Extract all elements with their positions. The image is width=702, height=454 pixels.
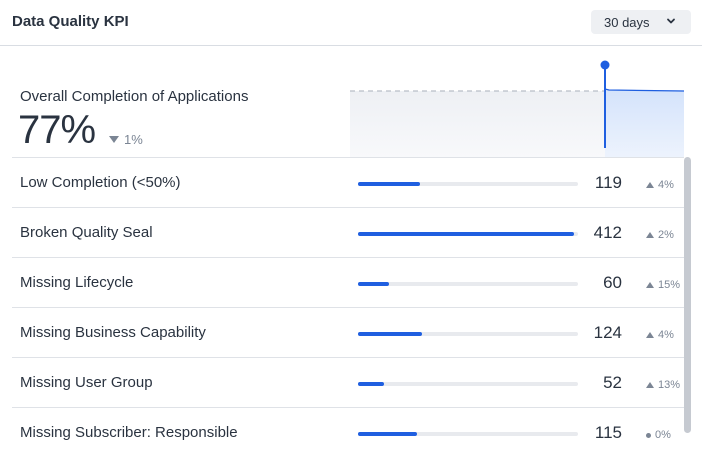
kpi-change-value: 2% — [658, 229, 674, 241]
kpi-label: Broken Quality Seal — [20, 224, 153, 241]
kpi-label: Missing User Group — [20, 374, 153, 391]
kpi-change-value: 15% — [658, 279, 681, 291]
triangle-up-icon — [646, 182, 654, 188]
kpi-progress-fill — [358, 232, 574, 236]
kpi-value: 60 — [603, 273, 622, 292]
kpi-progress-track — [358, 432, 578, 436]
kpi-change-value: 4% — [658, 179, 674, 191]
kpi-change-value: 0% — [655, 429, 671, 441]
kpi-change: 4% — [646, 329, 674, 341]
kpi-label: Missing Lifecycle — [20, 274, 134, 291]
overall-change: 1% — [109, 132, 143, 147]
triangle-down-icon — [109, 136, 119, 143]
kpi-progress-track — [358, 332, 578, 336]
triangle-up-icon — [646, 382, 654, 388]
kpi-list: Low Completion (<50%) 119 4% Broken Qual… — [12, 157, 684, 454]
kpi-label: Missing Subscriber: Responsible — [20, 424, 238, 441]
sparkline-recent-area — [605, 89, 684, 158]
overall-change-value: 1% — [124, 132, 143, 147]
kpi-change-value: 13% — [658, 379, 681, 391]
kpi-change: 2% — [646, 229, 674, 241]
list-scrollbar[interactable] — [684, 157, 691, 433]
kpi-progress-fill — [358, 282, 389, 286]
trend-sparkline[interactable] — [350, 58, 684, 158]
kpi-value: 52 — [603, 373, 622, 392]
kpi-label: Low Completion (<50%) — [20, 174, 181, 191]
kpi-change-value: 4% — [658, 329, 674, 341]
kpi-progress-fill — [358, 432, 418, 436]
kpi-progress-track — [358, 232, 578, 236]
sparkline-history-area — [350, 91, 605, 158]
kpi-row[interactable]: Missing User Group 52 13% — [12, 357, 684, 407]
triangle-up-icon — [646, 332, 654, 338]
kpi-row[interactable]: Missing Subscriber: Responsible 115 0% — [12, 407, 684, 454]
kpi-change: 15% — [646, 279, 680, 291]
kpi-value: 115 — [594, 423, 622, 442]
kpi-label: Missing Business Capability — [20, 324, 206, 341]
kpi-value: 124 — [593, 323, 622, 342]
time-range-value: 30 days — [604, 14, 650, 30]
neutral-dot-icon — [646, 432, 651, 438]
overall-value: 77% — [18, 108, 96, 152]
widget-header: Data Quality KPI 30 days — [0, 0, 702, 46]
time-range-select[interactable]: 30 days — [591, 10, 691, 34]
kpi-progress-fill — [358, 332, 422, 336]
kpi-progress-track — [358, 182, 578, 186]
triangle-up-icon — [646, 232, 654, 238]
kpi-row[interactable]: Missing Business Capability 124 4% — [12, 307, 684, 357]
kpi-change: 4% — [646, 179, 674, 191]
sparkline-marker-dot — [600, 60, 610, 70]
overall-label: Overall Completion of Applications — [20, 88, 249, 105]
kpi-row[interactable]: Missing Lifecycle 60 15% — [12, 257, 684, 307]
chevron-down-icon — [667, 18, 675, 24]
triangle-up-icon — [646, 282, 654, 288]
kpi-change: 0% — [646, 429, 671, 441]
kpi-row[interactable]: Broken Quality Seal 412 2% — [12, 207, 684, 257]
kpi-progress-fill — [358, 382, 385, 386]
kpi-value: 412 — [593, 223, 622, 242]
kpi-row[interactable]: Low Completion (<50%) 119 4% — [12, 157, 684, 207]
kpi-value: 119 — [594, 173, 622, 192]
kpi-progress-track — [358, 382, 578, 386]
kpi-change: 13% — [646, 379, 680, 391]
kpi-progress-fill — [358, 182, 420, 186]
kpi-progress-track — [358, 282, 578, 286]
sparkline-recent-line — [604, 88, 684, 92]
widget-title: Data Quality KPI — [12, 13, 129, 30]
